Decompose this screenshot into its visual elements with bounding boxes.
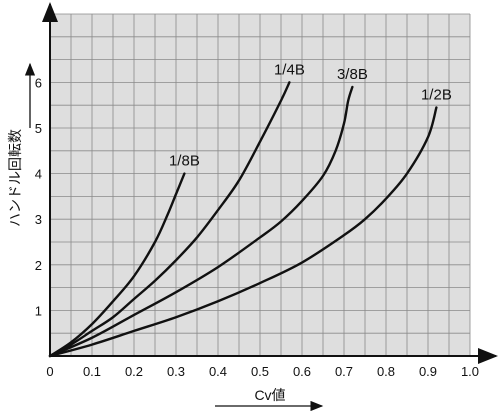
series-line-3 bbox=[48, 85, 354, 358]
axes bbox=[42, 2, 498, 364]
x-tick-label: 0.3 bbox=[167, 364, 185, 379]
series-label-4: 1/2B bbox=[421, 86, 452, 103]
y-tick-labels: 1 2 3 4 5 6 bbox=[35, 75, 42, 318]
series-label-3: 3/8B bbox=[337, 66, 368, 83]
series-line-1 bbox=[48, 172, 186, 358]
series-line-2 bbox=[48, 81, 291, 358]
y-axis-title: ハンドル回転数 bbox=[7, 129, 23, 227]
x-tick-label: 0.4 bbox=[209, 364, 227, 379]
series: 1/8B 1/4B 3/8B 1/2B bbox=[48, 61, 452, 358]
x-tick-labels: 0 0.1 0.2 0.3 0.4 0.5 0.6 0.7 0.8 0.9 1.0 bbox=[46, 364, 479, 379]
x-tick-label: 0.5 bbox=[251, 364, 269, 379]
x-tick-label: 0.2 bbox=[125, 364, 143, 379]
y-tick-label: 3 bbox=[35, 212, 42, 227]
y-tick-label: 4 bbox=[35, 167, 42, 182]
series-label-1: 1/8B bbox=[169, 153, 200, 170]
x-tick-label: 0.1 bbox=[83, 364, 101, 379]
series-line-4 bbox=[48, 106, 438, 358]
x-axis-title: Cv値 bbox=[254, 387, 285, 403]
x-tick-label: 1.0 bbox=[461, 364, 479, 379]
y-tick-label: 1 bbox=[35, 303, 42, 318]
x-tick-label: 0.9 bbox=[419, 364, 437, 379]
x-tick-label: 0 bbox=[46, 364, 53, 379]
y-tick-label: 5 bbox=[35, 121, 42, 136]
grid bbox=[49, 13, 471, 357]
y-tick-label: 6 bbox=[35, 75, 42, 90]
x-tick-label: 0.8 bbox=[377, 364, 395, 379]
series-label-2: 1/4B bbox=[274, 61, 305, 78]
x-tick-label: 0.6 bbox=[293, 364, 311, 379]
y-tick-label: 2 bbox=[35, 258, 42, 273]
x-tick-label: 0.7 bbox=[335, 364, 353, 379]
